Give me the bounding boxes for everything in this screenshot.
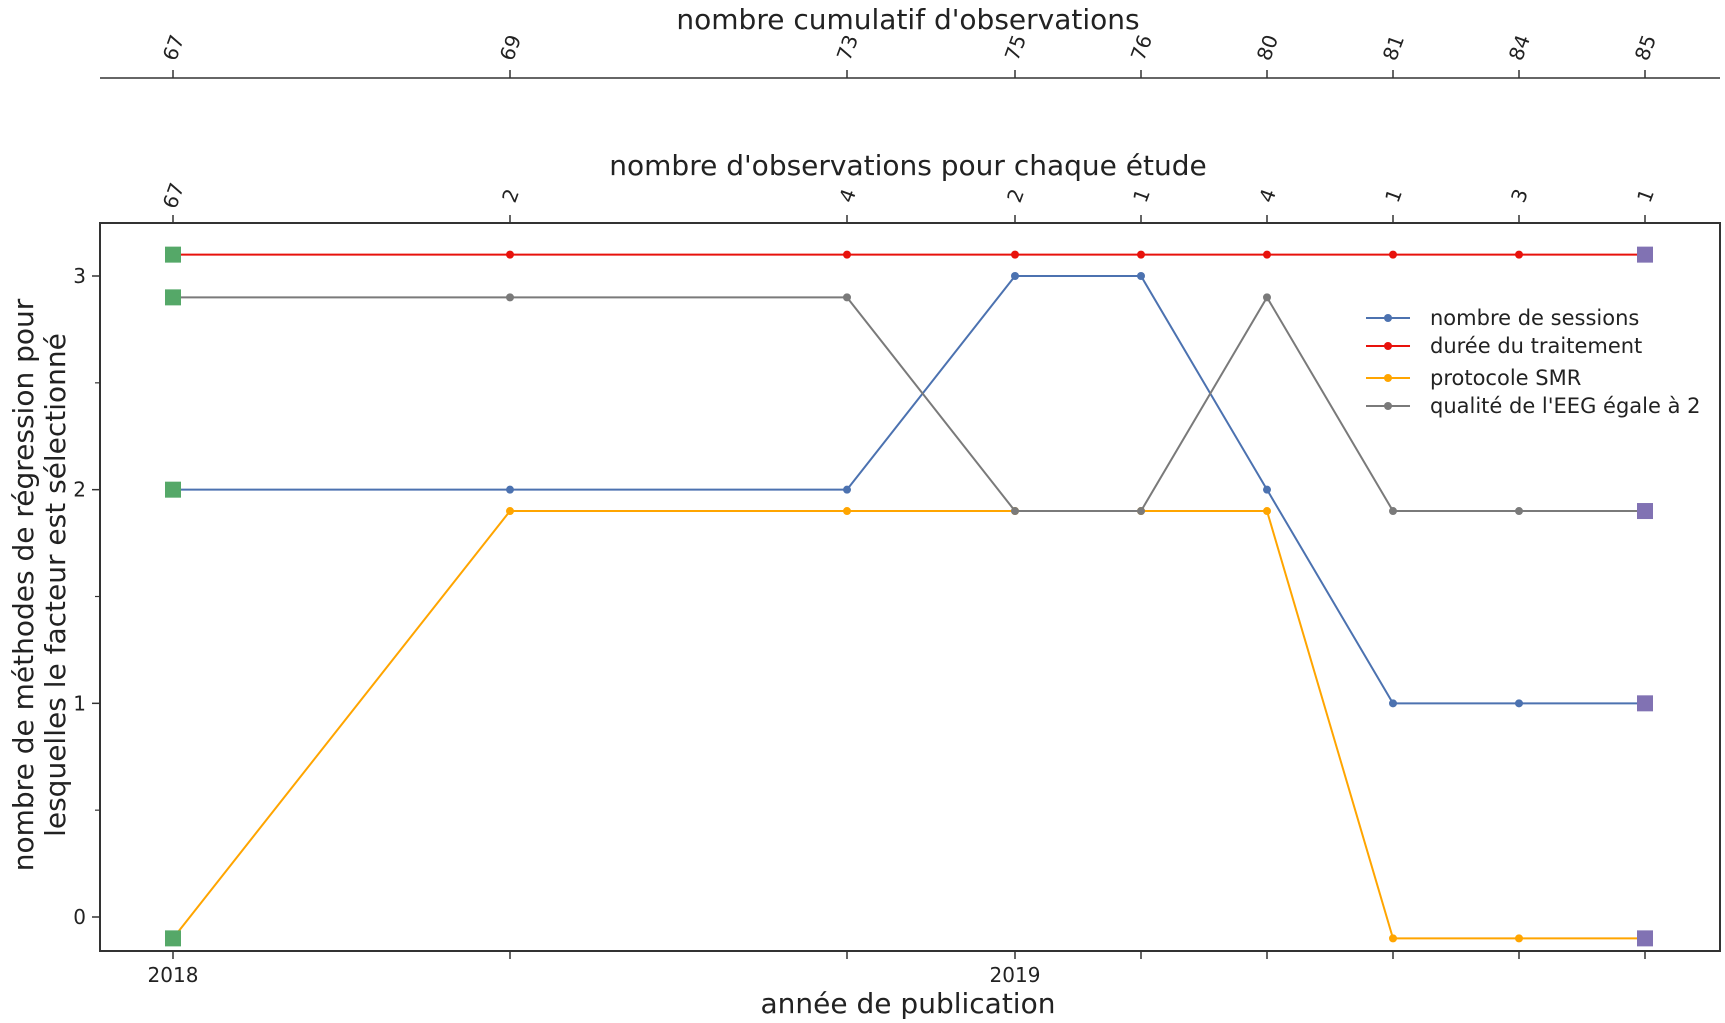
data-point (843, 293, 851, 302)
legend-label: qualité de l'EEG égale à 2 (1430, 394, 1700, 418)
data-point (1263, 250, 1271, 259)
data-point (1389, 507, 1397, 516)
data-point (1389, 699, 1397, 708)
y-axis-ticks: 0 1 2 3 (73, 264, 100, 929)
data-point (843, 507, 851, 516)
legend-label: protocole SMR (1430, 366, 1581, 390)
series-line (173, 295, 1645, 513)
legend-item: nombre de sessions (1366, 306, 1639, 330)
legend-item: durée du traitement (1366, 334, 1642, 358)
y-axis-title-line-2: lesquelles le facteur est sélectionné (39, 333, 72, 837)
end-marker (1637, 695, 1653, 712)
cumulative-tick-label: 75 (1000, 32, 1031, 64)
legend-item: qualité de l'EEG égale à 2 (1366, 394, 1700, 418)
observations-tick-label: 1 (1128, 186, 1155, 206)
series-line (172, 510, 1645, 940)
cumulative-tick-label: 69 (495, 32, 526, 64)
observations-tick-label: 1 (1380, 186, 1407, 206)
data-point (1263, 485, 1271, 494)
observations-axis-ticks: 67 2 4 2 1 4 1 3 1 (158, 180, 1659, 223)
cumulative-tick-label: 67 (158, 32, 189, 64)
data-point (506, 507, 514, 516)
cumulative-tick-label: 81 (1378, 32, 1409, 64)
plot-frame (99, 222, 1721, 952)
x-tick-label: 2018 (148, 963, 199, 987)
data-point (1137, 272, 1145, 280)
y-tick-label: 0 (73, 905, 86, 929)
series-line (173, 275, 1645, 705)
data-point (506, 293, 514, 302)
y-tick-label: 1 (73, 691, 86, 715)
observations-tick-label: 4 (1254, 186, 1281, 206)
start-marker (165, 246, 181, 263)
series-1 (165, 272, 1653, 712)
legend-marker (1384, 402, 1392, 410)
cumulative-tick-label: 80 (1252, 32, 1283, 64)
observations-tick-label: 2 (497, 186, 524, 206)
data-point (1011, 272, 1019, 280)
legend-label: nombre de sessions (1430, 306, 1639, 330)
data-point (1389, 934, 1397, 943)
x-axis-title: année de publication (761, 987, 1056, 1020)
observations-tick-label: 2 (1002, 186, 1029, 206)
data-point (506, 250, 514, 259)
observations-tick-label: 3 (1506, 186, 1533, 206)
x-tick-label: 2019 (990, 963, 1041, 987)
data-point (1011, 507, 1019, 516)
x-axis-ticks: 2018 2019 (148, 951, 1646, 987)
series-4 (165, 289, 1653, 520)
legend-marker (1384, 342, 1392, 350)
legend-label: durée du traitement (1430, 334, 1642, 358)
y-tick-label: 2 (73, 478, 86, 502)
start-marker (165, 930, 181, 947)
series-2 (165, 246, 1653, 263)
legend-marker (1384, 314, 1392, 322)
end-marker (1637, 246, 1653, 263)
cumulative-tick-label: 73 (832, 32, 863, 64)
observations-tick-label: 1 (1632, 186, 1659, 206)
data-point (1515, 507, 1523, 516)
legend: nombre de sessions durée du traitement pro… (1366, 306, 1700, 418)
data-point (1137, 507, 1145, 516)
cumulative-axis-title: nombre cumulatif d'observations (676, 3, 1139, 36)
series-3 (165, 507, 1653, 947)
y-tick-label: 3 (73, 264, 86, 288)
cumulative-axis: nombre cumulatif d'observations 67 69 73 75… (100, 3, 1720, 79)
end-marker (1637, 930, 1653, 947)
observations-tick-label: 4 (834, 186, 861, 206)
start-marker (165, 481, 181, 498)
series-layer (165, 246, 1653, 947)
data-point (1515, 250, 1523, 259)
start-marker (165, 289, 181, 306)
data-point (1389, 250, 1397, 259)
data-point (506, 485, 514, 494)
cumulative-tick-label: 76 (1126, 32, 1157, 64)
observations-tick-label: 67 (158, 180, 189, 212)
y-axis-title-line-1: nombre de méthodes de régression pour (7, 298, 40, 871)
data-point (843, 250, 851, 259)
cumulative-axis-ticks: 67 69 73 75 76 80 81 84 85 (158, 32, 1661, 78)
data-point (1263, 507, 1271, 516)
data-point (1263, 293, 1271, 302)
data-point (1515, 699, 1523, 708)
cumulative-tick-label: 85 (1630, 32, 1661, 64)
cumulative-tick-label: 84 (1504, 32, 1535, 64)
data-point (843, 485, 851, 494)
y-axis-title: nombre de méthodes de régression pour le… (7, 298, 72, 871)
legend-item: protocole SMR (1366, 366, 1581, 390)
legend-marker (1384, 374, 1392, 382)
data-point (1137, 250, 1145, 259)
end-marker (1637, 503, 1653, 520)
observations-axis-title: nombre d'observations pour chaque étude (609, 149, 1206, 182)
data-point (1011, 250, 1019, 259)
data-point (1515, 934, 1523, 943)
